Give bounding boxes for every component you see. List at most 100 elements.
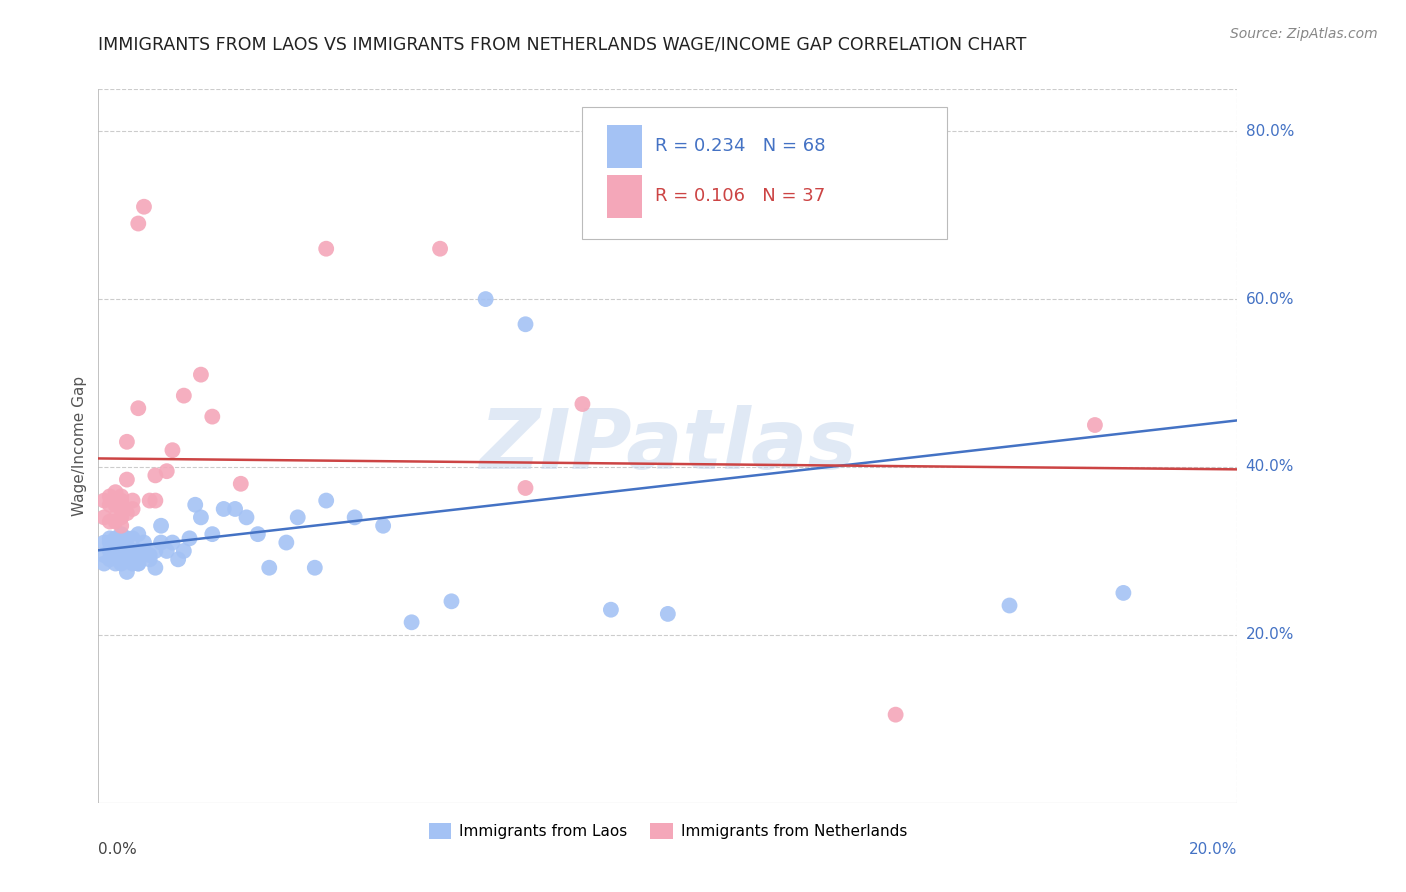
Point: [127, 217, 149, 231]
Point: [98, 515, 121, 529]
Point: [429, 242, 451, 256]
Point: [127, 401, 149, 416]
Point: [115, 544, 138, 558]
Point: [110, 493, 132, 508]
Point: [150, 518, 173, 533]
Point: [259, 560, 281, 574]
Point: [104, 485, 127, 500]
Text: 20.0%: 20.0%: [1246, 627, 1294, 642]
Text: 40.0%: 40.0%: [1246, 459, 1294, 475]
Point: [156, 464, 179, 478]
Text: Source: ZipAtlas.com: Source: ZipAtlas.com: [1230, 27, 1378, 41]
Point: [235, 510, 257, 524]
Point: [93, 557, 115, 571]
Point: [127, 557, 149, 571]
Point: [98, 532, 121, 546]
Point: [201, 409, 224, 424]
Point: [156, 544, 179, 558]
Point: [93, 493, 115, 508]
Point: [138, 493, 160, 508]
Point: [110, 489, 132, 503]
Point: [115, 506, 138, 520]
Text: R = 0.234   N = 68: R = 0.234 N = 68: [655, 137, 825, 155]
Point: [315, 242, 337, 256]
Point: [115, 565, 138, 579]
Point: [104, 532, 127, 546]
Text: ZIPatlas: ZIPatlas: [479, 406, 856, 486]
Point: [304, 560, 326, 574]
Point: [373, 518, 395, 533]
Legend: Immigrants from Laos, Immigrants from Netherlands: Immigrants from Laos, Immigrants from Ne…: [422, 817, 914, 845]
Point: [110, 518, 132, 533]
Point: [1112, 586, 1135, 600]
Point: [132, 544, 155, 558]
Point: [315, 493, 337, 508]
Point: [104, 515, 127, 529]
Point: [184, 498, 207, 512]
Point: [287, 510, 309, 524]
Point: [343, 510, 366, 524]
Point: [212, 502, 235, 516]
Point: [132, 200, 155, 214]
Point: [127, 544, 149, 558]
Point: [98, 544, 121, 558]
Point: [132, 535, 155, 549]
Text: 80.0%: 80.0%: [1246, 124, 1294, 138]
Point: [93, 510, 115, 524]
Point: [110, 548, 132, 562]
Point: [571, 397, 593, 411]
Point: [998, 599, 1021, 613]
Point: [246, 527, 269, 541]
Point: [104, 498, 127, 512]
Point: [98, 489, 121, 503]
Point: [190, 368, 212, 382]
Point: [104, 557, 127, 571]
Point: [515, 318, 537, 332]
Text: 0.0%: 0.0%: [98, 842, 138, 856]
Point: [104, 544, 127, 558]
Point: [98, 535, 121, 549]
Point: [127, 557, 149, 571]
Point: [110, 557, 132, 571]
Point: [828, 191, 851, 205]
Point: [173, 389, 195, 403]
Point: [742, 225, 765, 239]
Point: [474, 292, 496, 306]
FancyBboxPatch shape: [582, 107, 946, 239]
Point: [121, 493, 143, 508]
Point: [115, 473, 138, 487]
Point: [104, 548, 127, 562]
Point: [190, 510, 212, 524]
Point: [98, 552, 121, 566]
FancyBboxPatch shape: [607, 125, 641, 168]
Point: [179, 532, 201, 546]
Point: [121, 557, 143, 571]
Point: [440, 594, 463, 608]
Point: [173, 544, 195, 558]
Point: [104, 544, 127, 558]
Point: [167, 552, 190, 566]
Point: [150, 535, 173, 549]
Point: [515, 481, 537, 495]
Text: R = 0.106   N = 37: R = 0.106 N = 37: [655, 187, 825, 205]
Point: [121, 544, 143, 558]
Point: [657, 607, 679, 621]
Point: [162, 443, 184, 458]
Point: [121, 548, 143, 562]
Point: [138, 548, 160, 562]
Point: [201, 527, 224, 541]
Point: [115, 540, 138, 554]
Y-axis label: Wage/Income Gap: Wage/Income Gap: [72, 376, 87, 516]
Point: [115, 532, 138, 546]
Point: [145, 544, 167, 558]
Point: [93, 535, 115, 549]
Text: 20.0%: 20.0%: [1189, 842, 1237, 856]
Point: [162, 535, 184, 549]
Point: [600, 603, 623, 617]
Point: [229, 476, 252, 491]
Point: [884, 707, 907, 722]
Point: [104, 510, 127, 524]
FancyBboxPatch shape: [607, 175, 641, 218]
Point: [110, 540, 132, 554]
Point: [110, 510, 132, 524]
